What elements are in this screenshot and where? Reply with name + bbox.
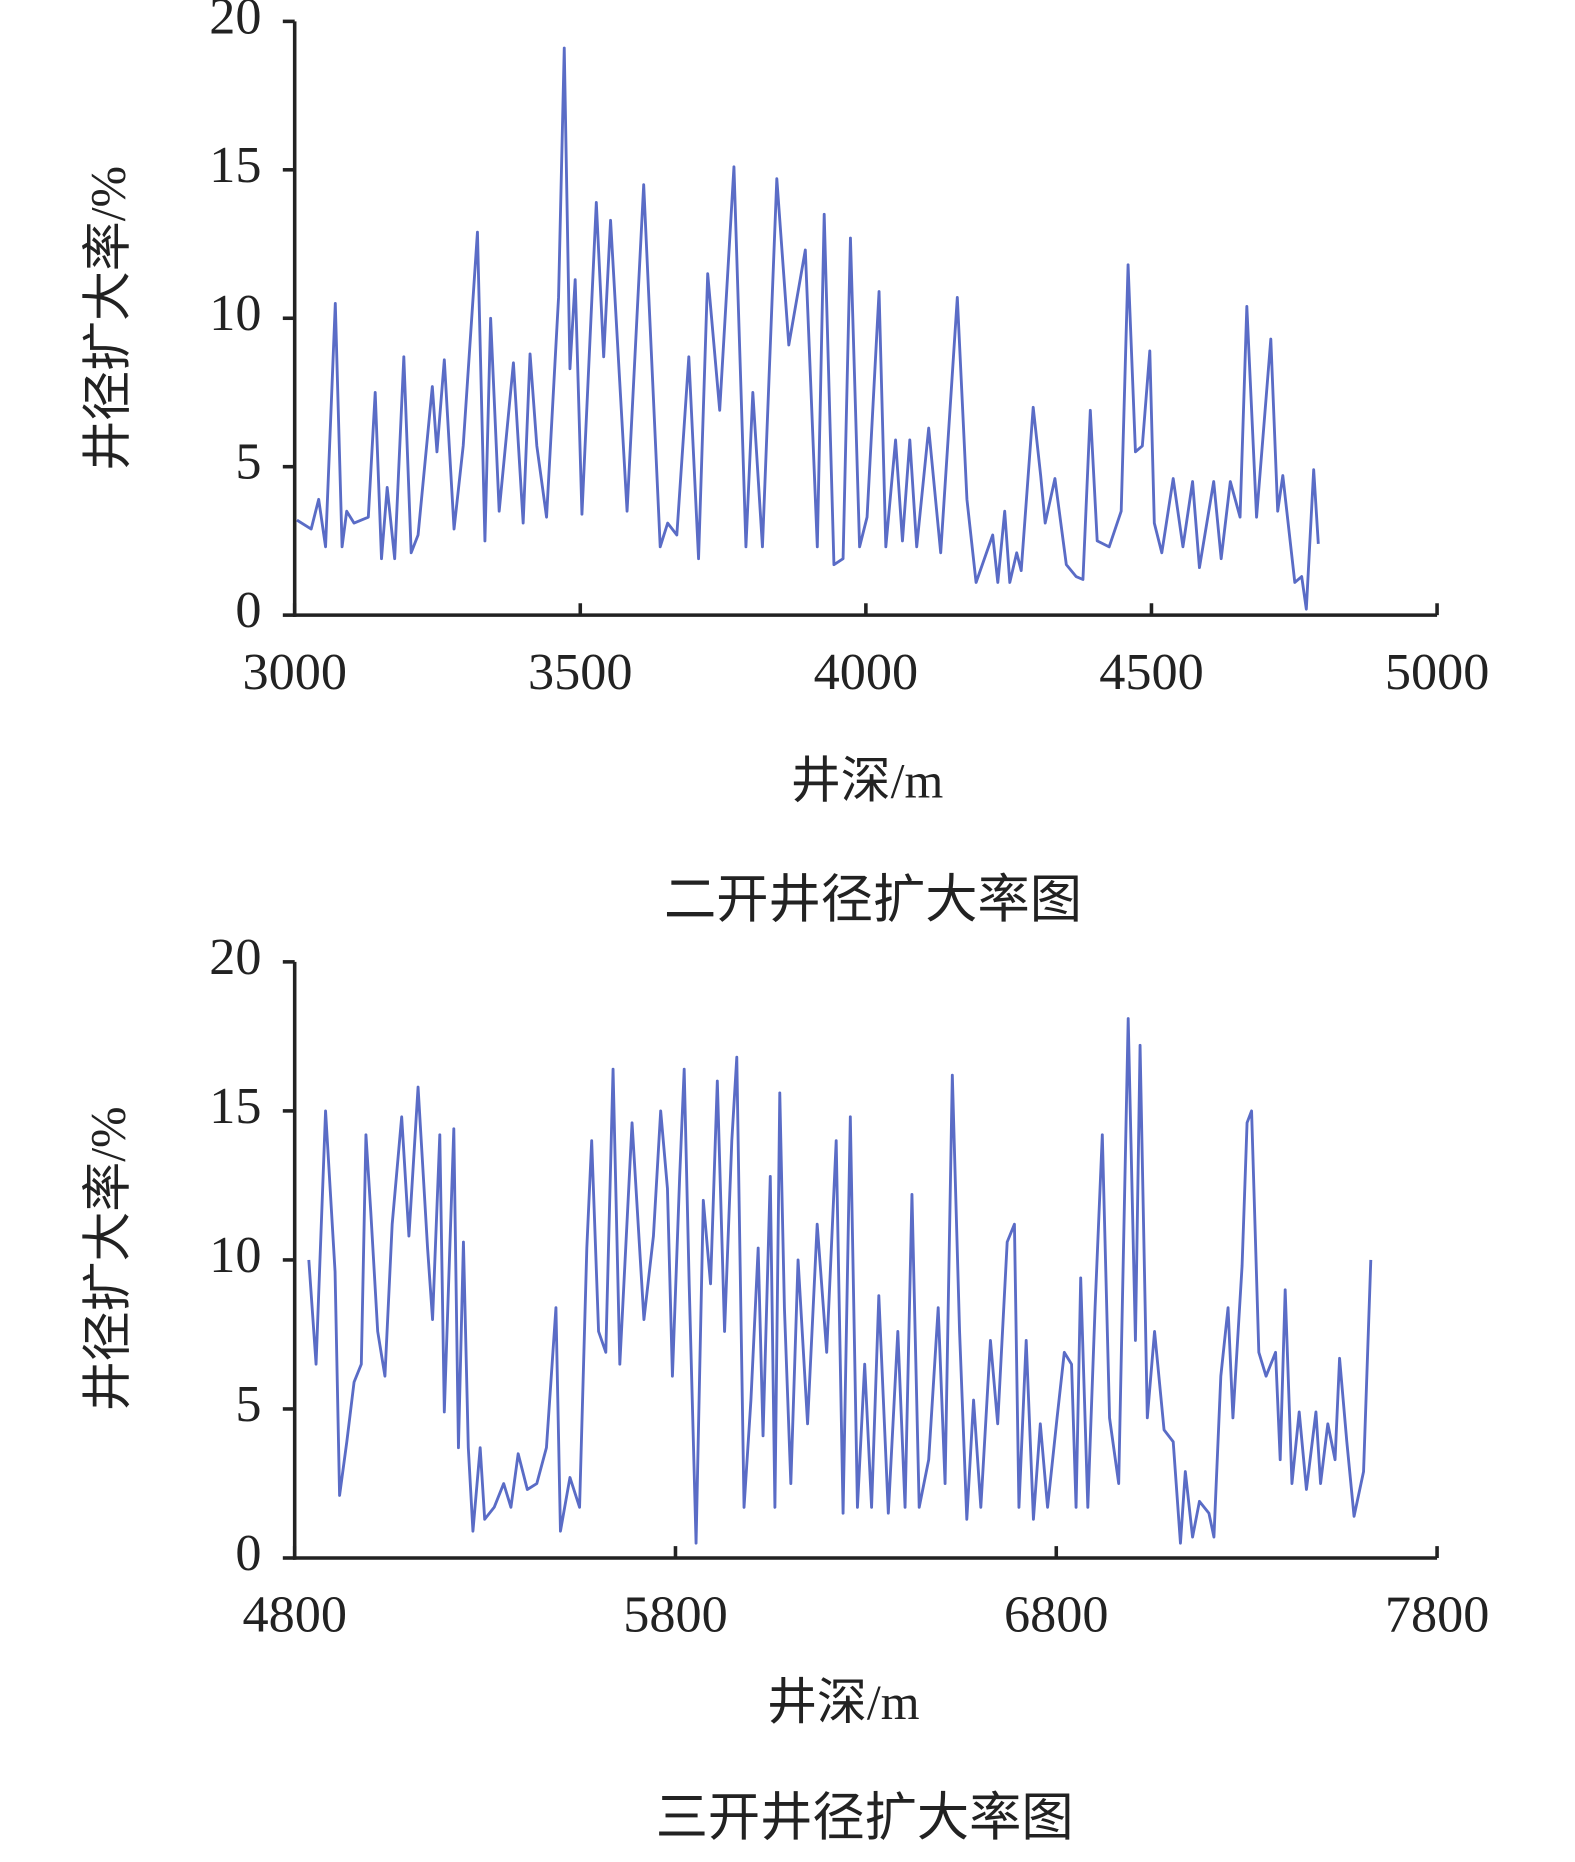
- y-tick-label: 0: [235, 1524, 261, 1582]
- x-tick-label: 3500: [528, 643, 633, 701]
- y-tick-label: 10: [209, 1226, 261, 1284]
- x-tick-label: 5800: [623, 1586, 728, 1644]
- x-tick-label: 4800: [242, 1586, 347, 1644]
- data-line: [307, 1017, 1373, 1545]
- x-axis-label: 井深/m: [791, 754, 943, 809]
- chart-caption: 三开井径扩大率图: [656, 1789, 1074, 1847]
- chart-caption: 二开井径扩大率图: [664, 871, 1082, 929]
- x-tick-label: 5000: [1385, 643, 1490, 701]
- y-tick-label: 10: [209, 284, 261, 342]
- y-tick-label: 20: [209, 0, 261, 45]
- y-tick-label: 20: [209, 928, 261, 986]
- y-tick-label: 15: [209, 136, 261, 194]
- y-tick-label: 15: [209, 1077, 261, 1135]
- y-axis-label: 井径扩大率/%: [80, 166, 135, 471]
- x-tick-label: 3000: [242, 643, 347, 701]
- y-tick-label: 5: [235, 1375, 261, 1433]
- x-tick-label: 6800: [1004, 1586, 1109, 1644]
- x-tick-label: 4000: [814, 643, 919, 701]
- data-line: [296, 46, 1320, 611]
- y-axis-label: 井径扩大率/%: [80, 1106, 135, 1411]
- x-tick-label: 7800: [1385, 1586, 1490, 1644]
- y-tick-label: 0: [235, 581, 261, 639]
- y-tick-label: 5: [235, 433, 261, 491]
- x-axis-label: 井深/m: [767, 1675, 919, 1730]
- x-tick-label: 4500: [1099, 643, 1204, 701]
